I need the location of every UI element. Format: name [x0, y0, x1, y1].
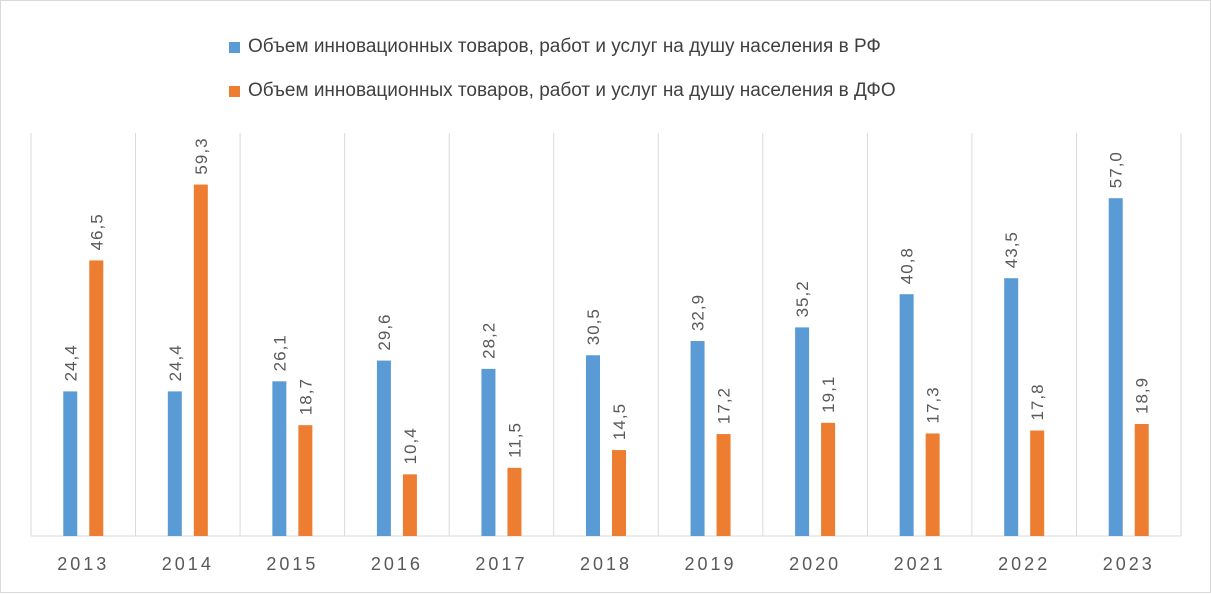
x-tick-2019: 2019 — [685, 554, 737, 574]
data-label-dfo-2013: 46,5 — [87, 213, 106, 250]
data-label-dfo-2023: 18,9 — [1133, 377, 1152, 414]
bar-dfo-2017 — [507, 467, 522, 536]
legend: Объем инновационных товаров, работ и усл… — [229, 25, 896, 113]
data-label-dfo-2015: 18,7 — [296, 378, 315, 415]
legend-item-dfo: Объем инновационных товаров, работ и усл… — [229, 69, 896, 113]
data-label-dfo-2014: 59,3 — [192, 137, 211, 174]
x-tick-2021: 2021 — [894, 554, 946, 574]
x-tick-2017: 2017 — [475, 554, 527, 574]
bar-rf-2020 — [795, 327, 810, 536]
data-label-rf-2022: 43,5 — [1002, 231, 1021, 268]
bar-rf-2023 — [1108, 198, 1123, 537]
x-tick-2022: 2022 — [998, 554, 1050, 574]
data-label-dfo-2021: 17,3 — [924, 386, 943, 423]
data-label-dfo-2019: 17,2 — [715, 387, 734, 424]
legend-item-rf: Объем инновационных товаров, работ и усл… — [229, 25, 896, 69]
data-label-rf-2020: 35,2 — [793, 280, 812, 317]
bar-dfo-2014 — [193, 184, 208, 536]
x-tick-2018: 2018 — [580, 554, 632, 574]
x-tick-2020: 2020 — [789, 554, 841, 574]
bar-dfo-2023 — [1134, 423, 1149, 536]
data-label-rf-2017: 28,2 — [479, 322, 498, 359]
bar-dfo-2021 — [925, 433, 940, 536]
data-label-rf-2021: 40,8 — [898, 247, 917, 284]
legend-swatch-dfo — [229, 85, 240, 97]
data-label-dfo-2016: 10,4 — [401, 427, 420, 464]
x-tick-2015: 2015 — [266, 554, 318, 574]
bar-dfo-2015 — [298, 425, 313, 536]
bar-rf-2013 — [63, 391, 78, 536]
bar-rf-2015 — [272, 381, 287, 536]
data-label-rf-2014: 24,4 — [166, 344, 185, 381]
data-label-dfo-2017: 11,5 — [505, 422, 524, 458]
bar-rf-2021 — [899, 294, 914, 536]
data-label-rf-2013: 24,4 — [61, 344, 80, 381]
bar-rf-2014 — [167, 391, 182, 536]
data-label-rf-2015: 26,1 — [270, 334, 289, 371]
bar-dfo-2013 — [89, 260, 104, 536]
data-label-rf-2018: 30,5 — [584, 308, 603, 345]
data-label-dfo-2022: 17,8 — [1028, 383, 1047, 420]
data-label-dfo-2018: 14,5 — [610, 403, 629, 440]
data-label-rf-2023: 57,0 — [1107, 151, 1126, 188]
data-label-rf-2016: 29,6 — [375, 313, 394, 350]
x-tick-2016: 2016 — [371, 554, 423, 574]
bar-dfo-2020 — [821, 422, 836, 536]
bar-rf-2022 — [1004, 278, 1019, 536]
bar-rf-2016 — [376, 360, 391, 536]
bar-dfo-2019 — [716, 434, 731, 536]
bar-dfo-2022 — [1030, 430, 1045, 536]
x-tick-2023: 2023 — [1103, 554, 1155, 574]
bar-dfo-2018 — [612, 450, 626, 536]
legend-label-rf: Объем инновационных товаров, работ и усл… — [248, 36, 881, 57]
x-tick-2013: 2013 — [57, 554, 109, 574]
legend-label-dfo: Объем инновационных товаров, работ и усл… — [248, 80, 896, 101]
bar-rf-2017 — [481, 368, 496, 536]
data-label-dfo-2020: 19,1 — [819, 376, 838, 413]
x-tick-2014: 2014 — [162, 554, 214, 574]
legend-swatch-rf — [229, 41, 240, 53]
data-label-rf-2019: 32,9 — [689, 294, 708, 331]
bar-rf-2018 — [586, 355, 600, 536]
bar-dfo-2016 — [402, 474, 417, 536]
bar-rf-2019 — [690, 341, 705, 536]
